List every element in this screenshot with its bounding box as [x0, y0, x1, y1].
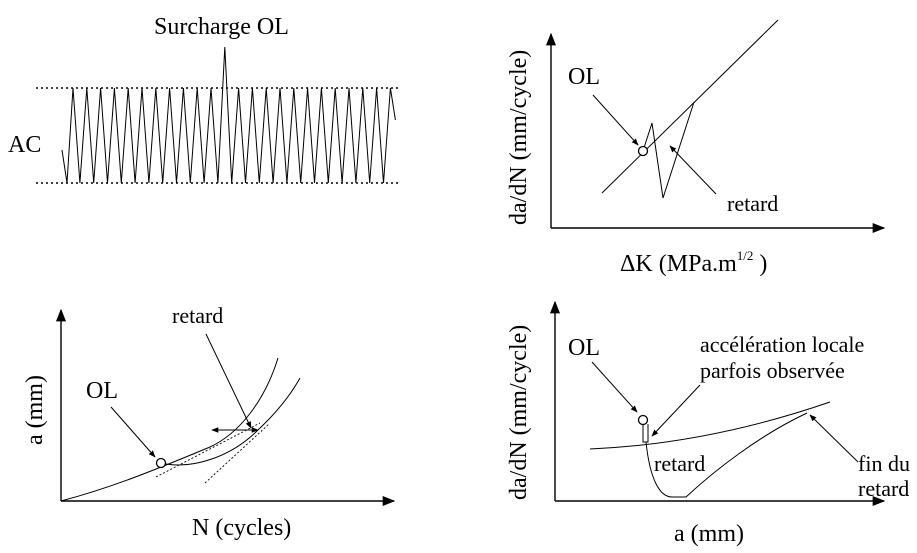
acceleration-pointer-arrow [651, 384, 701, 437]
retarded-growth-curve [160, 377, 301, 466]
ol-label: OL [568, 64, 600, 90]
retard-label: retard [172, 303, 223, 328]
overload-point-marker [637, 414, 649, 426]
overload-label: Surcharge OL [154, 14, 289, 40]
ol-label: OL [568, 335, 600, 361]
loading-signal-panel: Surcharge OL AC [8, 14, 398, 184]
ol-pointer-arrow [592, 94, 639, 146]
overload-point-marker [637, 145, 649, 157]
local-acceleration-spike [642, 424, 649, 443]
cyclic-load-wave [61, 46, 396, 184]
baseline-rate-curve [589, 401, 831, 450]
retardation-excursion [642, 101, 695, 199]
y-axis-label: da/dN (mm/cycle) [506, 325, 532, 500]
retard-pointer-arrow [205, 333, 252, 429]
rate-vs-length-panel: OL accélération locale parfois observée … [506, 300, 910, 547]
retard-pointer-arrow [669, 145, 717, 195]
baseline-growth-curve [60, 357, 279, 502]
ol-pointer-arrow [591, 361, 638, 413]
acceleration-label-line1: accélération locale [700, 332, 864, 357]
paris-law-line [601, 19, 779, 194]
y-axis-label: da/dN (mm/cycle) [506, 50, 532, 225]
retard-label: retard [654, 451, 705, 476]
y-axis-label: a (mm) [22, 375, 48, 445]
retarded-rate-curve [645, 412, 808, 498]
acceleration-label-line2: parfois observée [700, 358, 845, 383]
x-axis-label: N (cycles) [192, 515, 291, 541]
overload-point-marker [155, 457, 167, 469]
x-axis-label: ΔK (MPa.m1/2 ) [620, 248, 767, 277]
length-vs-cycles-panel: OL retard a (mm) N (cycles) [22, 303, 396, 541]
amplitude-label: AC [8, 132, 41, 158]
end-retard-label-line1: fin du [858, 451, 910, 476]
tangent-before [155, 422, 261, 478]
ol-pointer-arrow [110, 406, 156, 458]
tangent-after [204, 423, 270, 484]
rate-vs-deltaK-panel: OL retard da/dN (mm/cycle) ΔK (MPa.m1/2 … [506, 19, 886, 277]
x-axis-label: a (mm) [674, 521, 744, 547]
end-retard-label-line2: retard [858, 476, 909, 501]
end-retard-pointer-arrow [809, 414, 859, 463]
retard-label: retard [727, 191, 778, 216]
ol-label: OL [86, 378, 118, 404]
